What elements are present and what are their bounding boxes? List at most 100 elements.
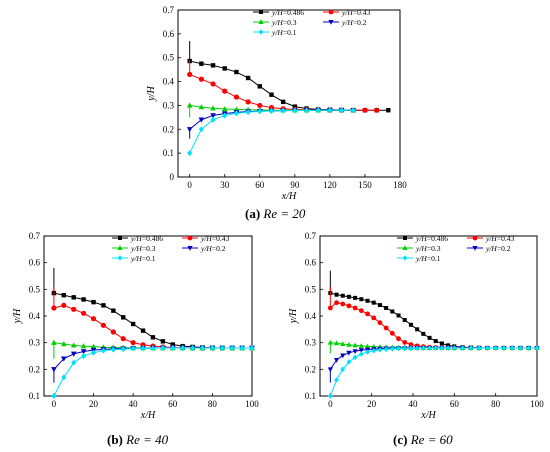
chart-b-series-0-point: [140, 328, 146, 333]
chart-a-ytick-label: 0.7: [163, 5, 175, 15]
chart-a-series-2-point: [210, 105, 216, 111]
chart-c-legend-label: y/H=0.43: [485, 234, 514, 243]
chart-a-series-1-point: [222, 88, 228, 94]
chart-b-series-1-point: [110, 329, 116, 335]
chart-b-svg: 0 20 40 60 80 100 0.1 0.2 0.3 0.4 0.5 0.6 0.7 x/H y/H y…: [12, 231, 259, 421]
chart-a-series-0-point: [292, 104, 298, 109]
chart-c-series-4-point: [396, 345, 401, 352]
chart-a-series-4-line: [189, 109, 354, 154]
chart-a-series-4-point: [292, 107, 298, 114]
chart-a-legend-label: y/H=0.486: [271, 8, 304, 17]
chart-c-series-0-point: [377, 303, 382, 308]
chart-b-legend-item: y/H=0.3: [112, 244, 156, 253]
chart-a-xtick-label: 90: [290, 180, 300, 190]
chart-b-series-3: [51, 345, 255, 383]
chart-b-legend-label: y/H=0.3: [130, 244, 156, 253]
chart-a-ytick-label: 0: [170, 172, 175, 182]
chart-b-xtick-label: 40: [129, 399, 139, 409]
chart-c-series-0-point: [415, 327, 420, 332]
chart-c-series-4-point: [518, 345, 523, 351]
chart-c-series-4-point: [352, 354, 358, 361]
chart-c-series-4-point: [460, 345, 465, 351]
chart-a-series-1-line: [189, 73, 377, 111]
caption-b-rest: Re = 40: [126, 432, 169, 447]
chart-a-legend-label: y/H=0.1: [271, 28, 297, 37]
chart-b-series-0-point: [160, 339, 166, 344]
chart-c-series-3-point: [358, 348, 364, 353]
chart-a-series-1: [187, 60, 380, 113]
chart-c-series-4-point: [476, 345, 482, 351]
caption-c-letter: (c): [393, 432, 408, 447]
chart-a-legend-label: y/H=0.2: [341, 18, 367, 27]
chart-a-series-0-point: [280, 99, 286, 105]
chart-c-xlabel: x/H: [420, 410, 436, 421]
chart-c-svg: 0 20 40 60 80 100 0.1 0.2 0.3 0.4 0.5 0.6 0.7 x/H y/H y…: [288, 231, 544, 421]
chart-c-series-0-point: [384, 306, 389, 310]
chart-b-series-4-point: [90, 349, 97, 356]
chart-a-series-1-point: [245, 99, 251, 105]
chart-b-series-2-point: [61, 341, 67, 347]
chart-c-series-3: [327, 346, 540, 383]
chart-c-series-1-point: [396, 336, 401, 342]
chart-a-legend: y/H=0.486 y/H=0.43 y/H=0.3 y/H=0.2 y/H=0.1: [253, 8, 370, 37]
chart-b-xtick-label: 60: [168, 399, 178, 409]
chart-a-frame: [177, 9, 401, 178]
chart-a-series-4-point: [187, 150, 193, 157]
caption-c: (c) Re = 60: [393, 432, 453, 448]
chart-a-ytick-label: 0.2: [163, 124, 174, 134]
chart-c-legend-swatch-marker: [402, 245, 408, 250]
chart-b-legend-item: y/H=0.2: [182, 244, 226, 253]
chart-c-legend-label: y/H=0.3: [415, 244, 441, 253]
chart-c-series-4-point: [358, 351, 364, 357]
chart-b-series-0-point: [111, 308, 116, 313]
chart-a-series-0-point: [234, 69, 239, 75]
chart-a-legend-item: y/H=0.43: [323, 8, 370, 17]
chart-b-series-4-point: [140, 345, 146, 352]
chart-c-ytick-label: 0.6: [305, 258, 317, 268]
chart-c-ytick-label: 0.7: [305, 231, 317, 241]
chart-a-legend-swatch-marker: [258, 29, 264, 35]
chart-c-xtick-label: 40: [409, 399, 419, 409]
chart-a-ytick-label: 0.3: [163, 100, 175, 110]
chart-c-series-1-point: [365, 311, 370, 317]
chart-b-series-4-point: [100, 347, 107, 354]
chart-c-legend-item: y/H=0.3: [397, 244, 441, 253]
chart-c-series-3-point: [352, 349, 358, 354]
chart-a-series-0-point: [257, 84, 262, 89]
chart-a-ytick-label: 0.6: [163, 29, 175, 39]
chart-c-ytick-label: 0.2: [305, 364, 316, 374]
chart-b-series-1-line: [53, 304, 233, 349]
chart-c-series-4-point: [501, 345, 507, 351]
chart-b-series-2-point: [90, 343, 97, 349]
chart-c-series-1-point: [327, 305, 333, 311]
chart-a-ytick-label: 0.1: [163, 148, 174, 158]
chart-b-xlabel: x/H: [140, 410, 156, 421]
chart-c-series-0-point: [408, 322, 413, 327]
chart-c-series-0-point: [433, 339, 438, 344]
chart-a-series-4-point: [233, 110, 240, 117]
chart-a-ytick-label: 0.5: [163, 53, 175, 63]
chart-a-series-3-point: [210, 113, 216, 119]
chart-c-series-4-point: [327, 393, 333, 399]
chart-b-series-4-point: [61, 374, 67, 381]
chart-b-legend-item: y/H=0.486: [112, 234, 163, 243]
chart-b-series-4-point: [150, 345, 156, 352]
chart-c-ylabel: y/H: [288, 308, 299, 324]
chart-c-xtick-label: 100: [530, 399, 544, 409]
chart-c-series-0-point: [353, 295, 358, 300]
chart-a-series-0-point: [199, 61, 204, 66]
chart-c-series-1-point: [352, 305, 358, 311]
chart-a-legend-swatch-marker: [328, 20, 334, 25]
chart-c-series-3-point: [340, 353, 346, 359]
chart-c-series-0-point: [402, 318, 407, 322]
chart-b-legend-swatch-marker: [117, 245, 123, 250]
chart-panel-a: 0 30 60 90 120 150 180 0 0.1 0.2 0.3 0.4 0.5 0.6 0.7 x/…: [146, 5, 407, 221]
chart-a-legend-swatch-marker: [259, 10, 263, 14]
chart-b-series-1-point: [100, 322, 107, 328]
chart-c-series-4-point: [408, 345, 414, 352]
chart-a-series-1-point: [257, 102, 263, 109]
chart-b-series-0-point: [61, 293, 67, 298]
chart-c-series-4-point: [365, 349, 370, 355]
chart-b-ylabel: y/H: [12, 308, 23, 324]
chart-b-series-1-point: [51, 305, 57, 311]
